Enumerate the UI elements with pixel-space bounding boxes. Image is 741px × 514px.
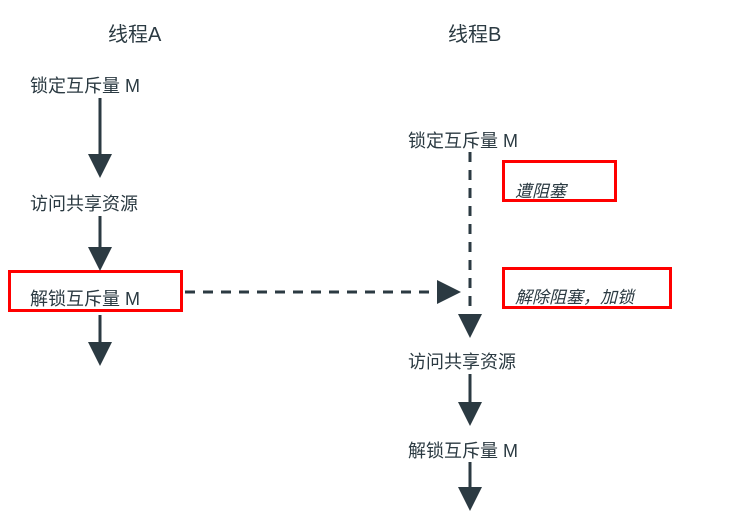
node-b-lock: 锁定互斥量 M [408, 127, 518, 153]
column-b-header: 线程B [448, 18, 501, 47]
highlight-box-blocked [502, 160, 617, 202]
node-a-lock: 锁定互斥量 M [30, 72, 140, 98]
node-a-access: 访问共享资源 [30, 190, 138, 216]
highlight-box-unblock [502, 267, 672, 309]
node-b-unlock: 解锁互斥量 M [408, 437, 518, 463]
highlight-box-unlock-a [8, 270, 183, 312]
column-a-header: 线程A [108, 18, 161, 47]
node-b-access: 访问共享资源 [408, 348, 516, 374]
